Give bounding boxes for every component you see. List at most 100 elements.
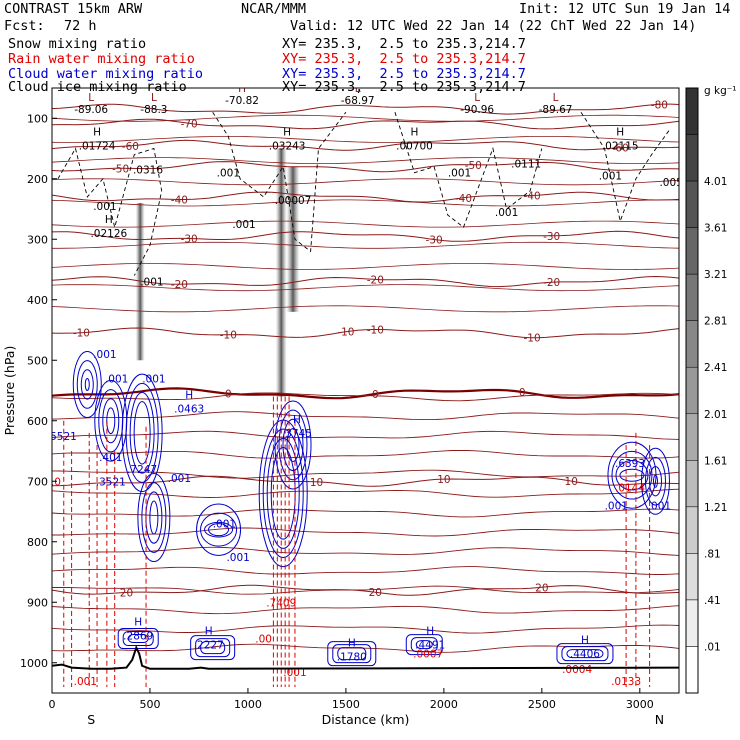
snow-contour-label: .001 [495, 207, 518, 219]
temp-contour-line [52, 392, 679, 402]
temp-contour-line [52, 220, 679, 228]
temp-contour-label: 20 [369, 587, 382, 599]
colorbar-level-label: 4.01 [704, 176, 727, 188]
cloud-water-contour [615, 460, 649, 491]
temp-contour-line [52, 488, 679, 498]
temp-contour-line [52, 546, 679, 556]
cloud-water-contour [208, 523, 230, 537]
temp-contour-line [52, 199, 679, 207]
cloud-water-extremum-marker: H [426, 626, 434, 638]
cloud-water-contour [652, 474, 658, 488]
colorbar-level-label: 1.61 [704, 455, 727, 467]
colorbar-level-label: 1.21 [704, 502, 727, 514]
snow-contour-label: .001 [599, 171, 622, 183]
temp-contour-label: 20 [120, 587, 133, 599]
cloud-water-contour [76, 360, 98, 409]
colorbar-swatch [685, 134, 699, 182]
cloud-water-contour [149, 500, 159, 535]
snow-contour-label: .001 [448, 168, 471, 180]
temp-extremum-label: -90.96 [460, 104, 494, 116]
temp-contour-line [52, 527, 679, 537]
cloud-water-contour [117, 628, 159, 650]
forecast-hour: 72 h [64, 18, 97, 34]
snow-extremum-marker: H [283, 126, 291, 138]
temp-contour-label: -10 [73, 328, 90, 340]
temp-contour-label: 10 [310, 477, 323, 489]
plot-frame [51, 87, 680, 694]
temp-contour-line [52, 411, 679, 421]
temp-contour-label: -50 [465, 160, 482, 172]
y-tick-label: 800 [27, 536, 48, 549]
field-name-cloud-water: Cloud water mixing ratio [8, 66, 204, 82]
temp-contour-label: -20 [367, 274, 384, 286]
cloud-water-extremum-marker: H [348, 638, 356, 650]
y-tick-label: 700 [27, 475, 48, 488]
cloud-water-contour [80, 369, 94, 400]
colorbar-level-label: .41 [704, 595, 721, 607]
y-tick-label: 600 [27, 415, 48, 428]
x-tick-label: 500 [139, 698, 160, 711]
cloud-water-contour-label: .3521 [96, 476, 126, 488]
rain-contour-label: .0 [51, 476, 61, 488]
cloud-water-contour [262, 428, 304, 559]
x-tick-label: 2500 [528, 698, 556, 711]
snow-contour-label: .02115 [602, 140, 639, 152]
y-tick-label: 500 [27, 354, 48, 367]
field-xy-cloud-water: XY= 235.3, 2.5 to 235.3,214.7 [282, 66, 526, 82]
model-title: CONTRAST 15km ARW [4, 1, 143, 17]
temp-contour-line [52, 605, 679, 615]
cloud-water-contour-label: .6393 [615, 458, 645, 470]
temp-contour-line [52, 241, 679, 249]
temp-contour-label: -60 [612, 143, 629, 155]
forecast-label: Fcst: [4, 18, 45, 34]
snow-contour-label: .001 [217, 168, 240, 180]
temp-contour-line [52, 475, 679, 487]
snow-contour-line [57, 147, 163, 276]
cloud-water-contour [274, 400, 312, 490]
colorbar-level-label: 2.01 [704, 409, 727, 421]
temp-contour-line [52, 157, 679, 164]
colorbar-swatch [685, 413, 699, 461]
temp-contour-line [52, 230, 679, 242]
field-name-snow: Snow mixing ratio [8, 36, 147, 52]
cloud-water-extremum-marker: H [185, 390, 193, 402]
snow-contour-label: .0111 [511, 159, 541, 171]
temp-contour-line [52, 624, 679, 634]
cloud-water-contour [133, 401, 151, 465]
cloud-water-contour-label: .001 [105, 373, 128, 385]
temp-extremum-marker: L [355, 83, 361, 95]
y-tick-label: 100 [27, 112, 48, 125]
snow-contour-line [580, 111, 670, 223]
cloud-water-contour [282, 418, 304, 472]
cloud-water-contour [72, 350, 102, 418]
snow-contour-label: .005 [659, 177, 682, 189]
temp-contour-line [52, 161, 679, 173]
cloud-water-contour [125, 382, 159, 483]
temp-contour-line [52, 566, 679, 575]
y-tick-label: 900 [27, 596, 48, 609]
y-tick-label: 200 [27, 173, 48, 186]
cloud-water-contour [129, 392, 155, 474]
cloud-water-contour-label: .4491 [415, 640, 445, 652]
snow-shading [286, 166, 300, 312]
south-end-label: S [87, 712, 95, 727]
snow-contour-label: .001 [140, 277, 163, 289]
rain-contour-label: .0144 [615, 482, 645, 494]
snow-contour-label: .03243 [269, 140, 306, 152]
cloud-water-contour-label: .7247 [127, 464, 157, 476]
temp-extremum-marker: L [88, 92, 94, 104]
rain-contour-label: .7409 [266, 597, 296, 609]
x-tick-label: 0 [49, 698, 56, 711]
temp-contour-line [52, 430, 679, 440]
snow-contour-label: .00007 [275, 195, 312, 207]
snow-extremum-marker: H [105, 214, 113, 226]
colorbar-frame [685, 87, 699, 694]
cloud-water-contour [121, 373, 163, 493]
rain-contour-label: .001 [283, 667, 306, 679]
temp-extremum-label: -88.3 [140, 104, 167, 116]
snow-contour-line [212, 111, 347, 253]
cloud-water-contour [200, 512, 238, 547]
cloud-water-contour [566, 649, 604, 659]
y-tick-label: 400 [27, 294, 48, 307]
snow-contour-line [394, 112, 543, 228]
